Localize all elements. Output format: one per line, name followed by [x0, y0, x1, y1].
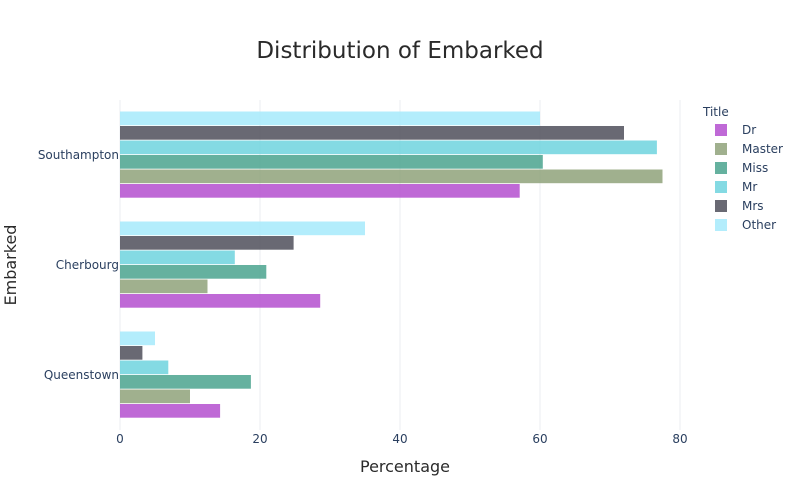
legend-label-mr[interactable]: Mr — [742, 180, 757, 194]
y-axis-ticks: Southampton Cherbourg Queenstown — [38, 148, 119, 382]
y-tick-label: Southampton — [38, 148, 119, 162]
legend-label-miss[interactable]: Miss — [742, 161, 768, 175]
legend-swatch-mr[interactable] — [715, 181, 727, 193]
bar-mrs-queenstown[interactable] — [120, 346, 143, 360]
bar-miss-cherbourg[interactable] — [120, 265, 267, 279]
legend-label-dr[interactable]: Dr — [742, 123, 756, 137]
legend-label-master[interactable]: Master — [742, 142, 783, 156]
legend-swatch-master[interactable] — [715, 143, 727, 155]
legend-title: Title — [702, 105, 729, 119]
x-tick-label: 80 — [672, 432, 687, 446]
bar-dr-southampton[interactable] — [120, 184, 520, 198]
bar-other-queenstown[interactable] — [120, 331, 155, 346]
y-tick-label: Queenstown — [44, 368, 119, 382]
legend-label-other[interactable]: Other — [742, 218, 776, 232]
bars — [120, 111, 663, 418]
legend-swatch-other[interactable] — [715, 219, 727, 231]
bar-miss-queenstown[interactable] — [120, 375, 251, 389]
x-tick-label: 60 — [532, 432, 547, 446]
bar-dr-cherbourg[interactable] — [120, 294, 321, 308]
x-tick-label: 0 — [116, 432, 124, 446]
x-tick-label: 20 — [252, 432, 267, 446]
bar-miss-southampton[interactable] — [120, 155, 543, 169]
y-axis-title: Embarked — [1, 225, 20, 306]
bar-mr-queenstown[interactable] — [120, 360, 169, 375]
legend-swatch-dr[interactable] — [715, 124, 727, 136]
bar-mr-southampton[interactable] — [120, 140, 657, 155]
x-axis-ticks: 0 20 40 60 80 — [116, 432, 687, 446]
bar-dr-queenstown[interactable] — [120, 404, 221, 418]
bar-mrs-cherbourg[interactable] — [120, 236, 294, 250]
bar-mrs-southampton[interactable] — [120, 126, 624, 140]
bar-other-cherbourg[interactable] — [120, 221, 365, 236]
legend-swatch-miss[interactable] — [715, 162, 727, 174]
legend-label-mrs[interactable]: Mrs — [742, 199, 764, 213]
legend-swatch-mrs[interactable] — [715, 200, 727, 212]
x-axis-title: Percentage — [360, 457, 450, 476]
bar-master-queenstown[interactable] — [120, 389, 190, 404]
bar-other-southampton[interactable] — [120, 111, 540, 126]
bar-master-southampton[interactable] — [120, 169, 663, 184]
legend: Title Dr Master Miss Mr Mrs Other — [702, 105, 783, 232]
chart-title: Distribution of Embarked — [256, 38, 543, 64]
bar-master-cherbourg[interactable] — [120, 279, 208, 294]
bar-mr-cherbourg[interactable] — [120, 250, 235, 265]
x-tick-label: 40 — [392, 432, 407, 446]
y-tick-label: Cherbourg — [56, 258, 119, 272]
